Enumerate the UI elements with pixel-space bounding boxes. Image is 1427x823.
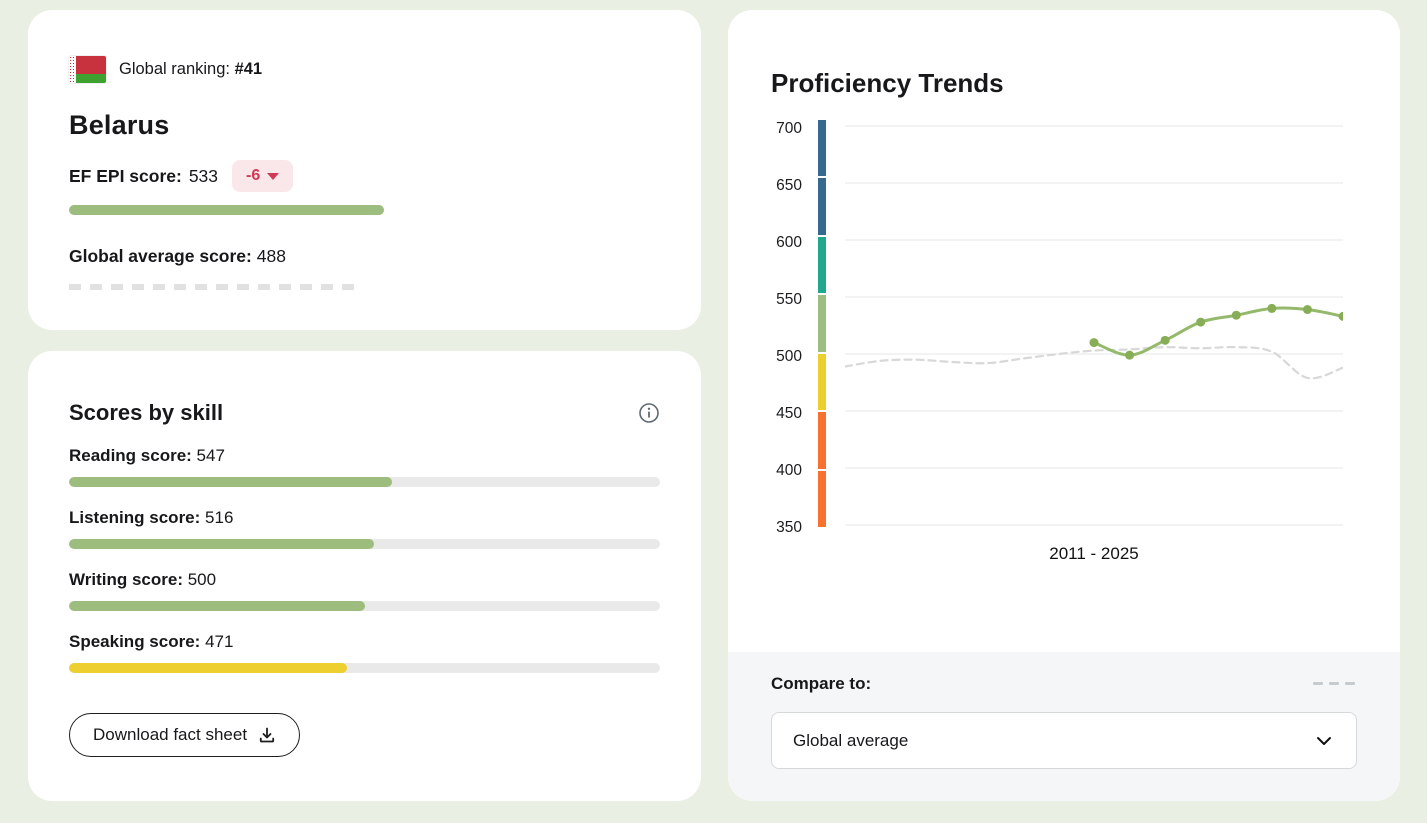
score-band-colorbar	[818, 120, 826, 527]
compare-to-label: Compare to:	[771, 674, 872, 693]
download-fact-sheet-label: Download fact sheet	[93, 725, 248, 744]
global-ranking-label: Global ranking:	[119, 60, 230, 78]
ranking-row: Global ranking: #41	[69, 56, 660, 83]
y-axis-tick-550: 550	[776, 291, 802, 308]
belarus-flag-icon	[69, 56, 106, 83]
writing-score-value: 500	[187, 570, 217, 589]
skill-rows: Reading score: 547 Listening score: 516 …	[69, 446, 660, 673]
compare-select[interactable]: Global average	[771, 712, 1357, 769]
proficiency-trends-chart: 2011 - 2025 700 650 600 550 500 450 400 350	[728, 116, 1400, 586]
flag-ornament-strip	[69, 56, 76, 83]
trends-card-title: Proficiency Trends	[771, 68, 1004, 98]
dashed-line-legend-icon	[1313, 682, 1355, 685]
global-ranking-text: Global ranking: #41	[119, 60, 262, 79]
epi-score-row: EF EPI score: 533 -6	[69, 160, 660, 192]
flag-stripes	[76, 56, 106, 83]
score-change-badge: -6	[232, 160, 294, 192]
y-axis-tick-650: 650	[776, 177, 802, 194]
score-change-value: -6	[246, 167, 261, 184]
writing-score-fill	[69, 601, 365, 611]
info-icon[interactable]	[638, 402, 660, 424]
y-axis-tick-450: 450	[776, 405, 802, 422]
scores-by-skill-card: Scores by skill Reading score: 547 Liste…	[28, 351, 701, 801]
speaking-score-fill	[69, 663, 348, 673]
skills-card-title: Scores by skill	[69, 400, 224, 425]
chevron-down-icon	[1317, 736, 1331, 745]
compare-select-value: Global average	[793, 730, 909, 750]
proficiency-trends-card: Proficiency Trends 2011 - 2025 700 650 600…	[728, 10, 1400, 801]
writing-score-track	[69, 601, 660, 611]
reading-score-fill	[69, 477, 393, 487]
writing-score-label: Writing score:	[69, 570, 183, 589]
down-triangle-icon	[267, 172, 280, 180]
speaking-score-label: Speaking score:	[69, 632, 201, 651]
global-ranking-value: #41	[234, 60, 263, 78]
x-axis-label: 2011 - 2025	[1049, 544, 1139, 563]
skill-row-listening: Listening score: 516	[69, 508, 660, 549]
global-average-label: Global average score:	[69, 246, 252, 266]
y-axis-tick-500: 500	[776, 348, 802, 365]
global-average-dashed-bar	[69, 284, 358, 290]
speaking-score-track	[69, 663, 660, 673]
speaking-score-value: 471	[205, 632, 234, 651]
listening-score-value: 516	[205, 508, 234, 527]
skill-row-writing: Writing score: 500	[69, 570, 660, 611]
compare-footer: Compare to: Global average	[728, 652, 1400, 801]
global-average-value: 488	[256, 246, 286, 266]
country-summary-card: Global ranking: #41 Belarus EF EPI score…	[28, 10, 701, 330]
listening-score-fill	[69, 539, 374, 549]
reading-score-label: Reading score:	[69, 446, 192, 465]
download-icon	[259, 727, 275, 743]
listening-score-label: Listening score:	[69, 508, 201, 527]
country-score-bar	[69, 205, 384, 215]
y-axis-tick-350: 350	[776, 519, 802, 536]
listening-score-track	[69, 539, 660, 549]
y-axis-tick-600: 600	[776, 234, 802, 251]
epi-score-value: 533	[188, 165, 219, 186]
y-axis-tick-400: 400	[776, 462, 802, 479]
skill-row-speaking: Speaking score: 471	[69, 632, 660, 673]
trend-lines-plot	[845, 125, 1343, 526]
global-average-row: Global average score: 488	[69, 246, 660, 267]
skill-row-reading: Reading score: 547	[69, 446, 660, 487]
reading-score-track	[69, 477, 660, 487]
epi-score-label: EF EPI score:	[69, 165, 182, 186]
y-axis-tick-700: 700	[776, 120, 802, 137]
download-fact-sheet-button[interactable]: Download fact sheet	[69, 713, 301, 757]
country-name: Belarus	[69, 110, 170, 140]
reading-score-value: 547	[196, 446, 225, 465]
